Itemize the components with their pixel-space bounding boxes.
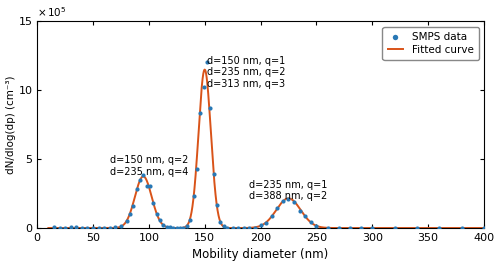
SMPS data xyxy=(78,226,86,230)
Legend: SMPS data, Fitted curve: SMPS data, Fitted curve xyxy=(382,27,478,60)
SMPS data xyxy=(183,223,191,228)
Fitted curve xyxy=(121,223,127,226)
SMPS data xyxy=(251,225,259,230)
SMPS data xyxy=(152,212,160,216)
SMPS data xyxy=(324,226,332,230)
SMPS data xyxy=(200,85,207,89)
SMPS data xyxy=(122,219,130,223)
SMPS data xyxy=(170,225,177,230)
SMPS data xyxy=(89,226,97,230)
SMPS data xyxy=(312,223,320,228)
SMPS data xyxy=(234,226,242,230)
SMPS data xyxy=(66,225,74,230)
SMPS data xyxy=(210,172,218,176)
SMPS data xyxy=(150,201,158,205)
SMPS data xyxy=(346,226,354,230)
SMPS data xyxy=(190,194,198,199)
SMPS data xyxy=(203,60,211,65)
SMPS data xyxy=(196,111,204,115)
SMPS data xyxy=(160,223,168,227)
SMPS data xyxy=(132,187,140,191)
SMPS data xyxy=(301,214,309,218)
SMPS data xyxy=(458,226,466,230)
SMPS data xyxy=(223,225,231,230)
SMPS data xyxy=(56,226,64,230)
SMPS data xyxy=(146,183,154,188)
Fitted curve xyxy=(472,226,478,230)
SMPS data xyxy=(284,197,292,201)
SMPS data xyxy=(100,226,108,230)
SMPS data xyxy=(334,226,342,230)
SMPS data xyxy=(176,226,184,230)
SMPS data xyxy=(480,226,488,230)
Text: d=235 nm, q=1
d=388 nm, q=2: d=235 nm, q=1 d=388 nm, q=2 xyxy=(250,180,328,201)
SMPS data xyxy=(246,226,254,230)
X-axis label: Mobility diameter (nm): Mobility diameter (nm) xyxy=(192,249,328,261)
Text: d=150 nm, q=2
d=235 nm, q=4: d=150 nm, q=2 d=235 nm, q=4 xyxy=(110,155,188,177)
SMPS data xyxy=(72,225,80,230)
SMPS data xyxy=(413,226,421,230)
Line: Fitted curve: Fitted curve xyxy=(48,70,484,228)
Fitted curve xyxy=(481,226,487,230)
Y-axis label: dN/dlog(dp) (cm⁻³): dN/dlog(dp) (cm⁻³) xyxy=(6,76,16,174)
SMPS data xyxy=(117,224,125,229)
Text: d=150 nm, q=1
d=235 nm, q=2
d=313 nm, q=3: d=150 nm, q=1 d=235 nm, q=2 d=313 nm, q=… xyxy=(207,56,286,89)
Fitted curve xyxy=(426,226,432,230)
SMPS data xyxy=(279,199,287,203)
SMPS data xyxy=(307,220,315,224)
SMPS data xyxy=(357,226,365,230)
Fitted curve xyxy=(232,226,237,230)
SMPS data xyxy=(435,226,443,230)
SMPS data xyxy=(256,223,264,227)
SMPS data xyxy=(173,226,181,230)
SMPS data xyxy=(296,209,304,213)
SMPS data xyxy=(166,225,174,229)
SMPS data xyxy=(216,219,224,224)
SMPS data xyxy=(180,226,188,230)
SMPS data xyxy=(240,226,248,230)
SMPS data xyxy=(290,200,298,204)
SMPS data xyxy=(193,167,201,171)
SMPS data xyxy=(106,226,114,230)
SMPS data xyxy=(61,226,69,230)
SMPS data xyxy=(126,212,134,216)
SMPS data xyxy=(268,214,276,218)
Fitted curve xyxy=(46,226,52,230)
SMPS data xyxy=(213,203,221,207)
SMPS data xyxy=(50,225,58,230)
Fitted curve xyxy=(202,68,208,71)
SMPS data xyxy=(142,184,150,188)
SMPS data xyxy=(136,178,144,182)
SMPS data xyxy=(140,173,147,177)
SMPS data xyxy=(274,206,281,210)
SMPS data xyxy=(186,218,194,222)
SMPS data xyxy=(84,226,92,230)
SMPS data xyxy=(129,204,137,208)
SMPS data xyxy=(390,226,398,230)
SMPS data xyxy=(112,225,120,230)
SMPS data xyxy=(262,220,270,225)
Fitted curve xyxy=(95,226,101,230)
SMPS data xyxy=(156,218,164,222)
Fitted curve xyxy=(212,193,218,196)
Text: $\times\,10^5$: $\times\,10^5$ xyxy=(37,6,67,19)
SMPS data xyxy=(206,106,214,111)
SMPS data xyxy=(162,225,170,229)
SMPS data xyxy=(228,226,236,230)
SMPS data xyxy=(220,224,228,228)
SMPS data xyxy=(368,226,376,230)
SMPS data xyxy=(94,226,102,230)
